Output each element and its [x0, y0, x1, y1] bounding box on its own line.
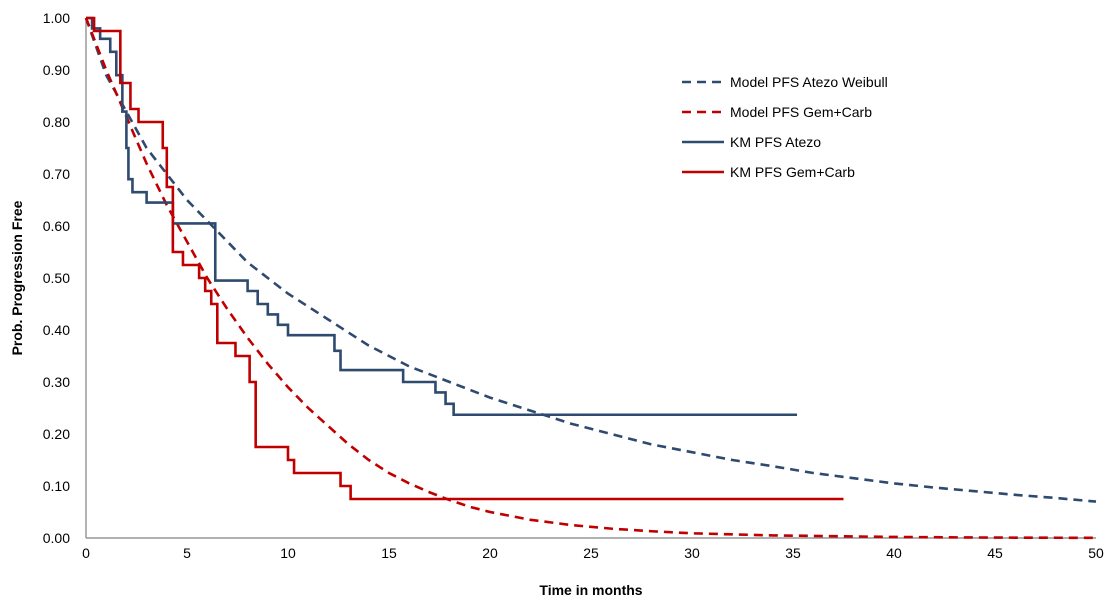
series-line-model-pfs-gem-carb	[84, 17, 1097, 540]
x-tick-label: 20	[482, 545, 498, 561]
chart-axes	[85, 18, 1096, 539]
legend-label: KM PFS Atezo	[730, 134, 821, 150]
series-line-model-pfs-atezo-weibull	[84, 17, 1097, 503]
y-tick-label: 1.00	[43, 10, 70, 26]
x-tick-label: 5	[183, 545, 191, 561]
x-tick-label: 0	[82, 545, 90, 561]
x-tick-label: 10	[280, 545, 296, 561]
legend-label: KM PFS Gem+Carb	[730, 164, 855, 180]
y-tick-label: 0.30	[43, 374, 70, 390]
y-tick-label: 0.50	[43, 270, 70, 286]
y-tick-label: 0.60	[43, 218, 70, 234]
x-tick-label: 15	[381, 545, 397, 561]
series-lines	[84, 16, 1097, 540]
x-tick-label: 50	[1088, 545, 1104, 561]
series-line-km-pfs-gem-carb	[86, 16, 844, 501]
x-tick-label: 40	[886, 545, 902, 561]
y-tick-label: 0.20	[43, 426, 70, 442]
x-tick-labels: 0 5 10 15 20 25 30 35 40 45 50	[82, 545, 1104, 561]
series-line-km-pfs-atezo	[86, 16, 798, 417]
x-tick-label: 35	[785, 545, 801, 561]
y-tick-labels: 0.00 0.10 0.20 0.30 0.40 0.50 0.60 0.70 0.80 0.90…	[43, 10, 70, 546]
y-tick-label: 0.90	[43, 62, 70, 78]
y-tick-label: 0.70	[43, 166, 70, 182]
legend: Model PFS Atezo Weibull Model PFS Gem+Car…	[682, 74, 888, 180]
x-tick-label: 25	[583, 545, 599, 561]
legend-label: Model PFS Gem+Carb	[730, 104, 872, 120]
y-tick-label: 0.40	[43, 322, 70, 338]
y-tick-label: 0.80	[43, 114, 70, 130]
y-tick-label: 0.00	[43, 530, 70, 546]
x-tick-label: 30	[684, 545, 700, 561]
x-tick-label: 45	[987, 545, 1003, 561]
y-axis-title: Prob. Progression Free	[9, 200, 25, 355]
x-axis-title: Time in months	[539, 582, 642, 598]
y-tick-label: 0.10	[43, 478, 70, 494]
legend-label: Model PFS Atezo Weibull	[730, 74, 888, 90]
